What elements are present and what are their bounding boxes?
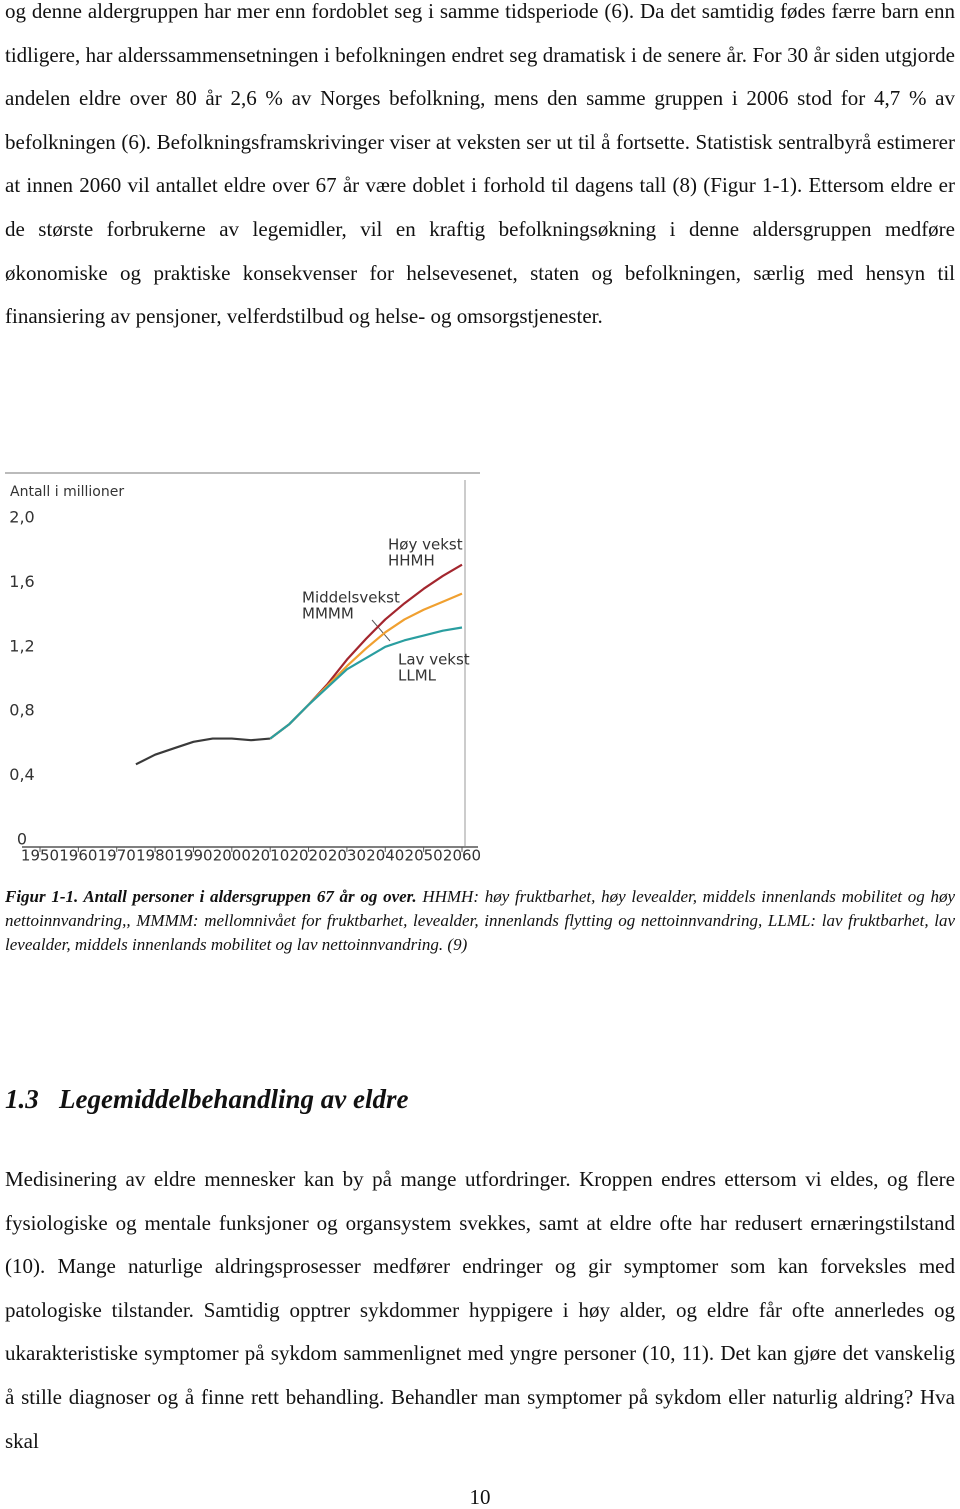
- leader-line: [371, 619, 391, 642]
- x-tick-label: 2000: [213, 847, 251, 865]
- x-tick-label: 1980: [136, 847, 174, 865]
- x-tick-label: 2060: [443, 847, 481, 865]
- paragraph: Medisinering av eldre mennesker kan by p…: [5, 1167, 955, 1453]
- section-heading: 1.3 Legemiddelbehandling av eldre: [5, 1084, 408, 1115]
- series-code: LLML: [398, 667, 437, 685]
- series-line: [269, 626, 463, 740]
- x-tick-label: 1990: [174, 847, 212, 865]
- series-code: HHMH: [388, 552, 435, 570]
- y-tick-label: 0,4: [9, 765, 34, 784]
- x-tick-label: 2040: [366, 847, 404, 865]
- caption: Figur 1-1. Antall personer i aldersgrupp…: [5, 885, 955, 957]
- paragraph: og denne aldergruppen har mer enn fordob…: [5, 0, 955, 329]
- series-name: Lav vekst: [398, 651, 470, 669]
- axis-title: Antall i millioner: [10, 484, 124, 500]
- x-tick-label: 1950: [21, 847, 59, 865]
- page-number: 10: [469, 1485, 491, 1509]
- y-tick-label: 2,0: [9, 508, 34, 527]
- x-tick-label: 1960: [59, 847, 97, 865]
- x-tick-label: 2010: [251, 847, 289, 865]
- y-tick-label: 1,2: [9, 636, 34, 655]
- y-tick-label: 0: [17, 830, 27, 849]
- section-number: 1.3: [5, 1084, 39, 1114]
- x-tick-label: 2020: [289, 847, 327, 865]
- section-title: Legemiddelbehandling av eldre: [59, 1084, 409, 1114]
- series-name: Høy vekst: [388, 536, 463, 554]
- series-line: [135, 737, 271, 766]
- caption-text: HHMH: høy fruktbarhet, høy levealder, mi…: [5, 887, 956, 954]
- y-tick-label: 0,8: [9, 701, 34, 720]
- caption-label: Figur 1-1. Antall personer i aldersgrupp…: [5, 887, 417, 906]
- y-tick-label: 1,6: [9, 572, 34, 591]
- series-name: Middelsvekst: [302, 589, 400, 607]
- x-tick-label: 2050: [405, 847, 443, 865]
- x-tick-label: 1970: [98, 847, 136, 865]
- series-code: MMMM: [302, 605, 354, 623]
- x-tick-label: 2030: [328, 847, 366, 865]
